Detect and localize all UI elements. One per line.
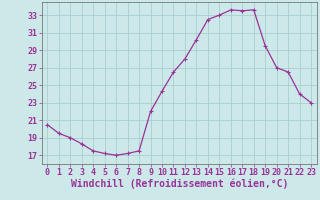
X-axis label: Windchill (Refroidissement éolien,°C): Windchill (Refroidissement éolien,°C): [70, 179, 288, 189]
